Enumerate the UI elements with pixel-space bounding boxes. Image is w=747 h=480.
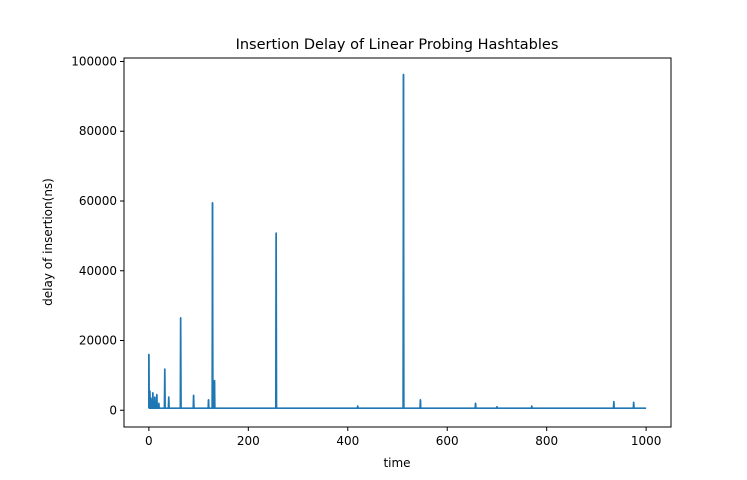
y-tick-label: 0: [109, 403, 117, 417]
x-axis-label: time: [383, 456, 410, 470]
x-tick-label: 1000: [631, 434, 662, 448]
series-line: [148, 73, 647, 409]
x-tick-label: 0: [145, 434, 153, 448]
y-tick-label: 80000: [79, 124, 117, 138]
y-tick-label: 60000: [79, 194, 117, 208]
y-tick-label: 20000: [79, 334, 117, 348]
x-axis: 0 200 400 600 800 1000: [145, 427, 661, 448]
plot-frame: [123, 57, 672, 428]
y-tick-label: 40000: [79, 264, 117, 278]
x-tick-label: 600: [436, 434, 459, 448]
x-tick-label: 200: [237, 434, 260, 448]
chart-title: Insertion Delay of Linear Probing Hashta…: [236, 37, 559, 53]
y-axis-label: delay of insertion(ns): [41, 178, 55, 306]
x-tick-label: 800: [535, 434, 558, 448]
y-tick-label: 100000: [71, 54, 117, 68]
series-layer: [148, 73, 647, 409]
x-tick-label: 400: [336, 434, 359, 448]
y-axis: 0 20000 40000 60000 80000 100000: [71, 54, 124, 417]
